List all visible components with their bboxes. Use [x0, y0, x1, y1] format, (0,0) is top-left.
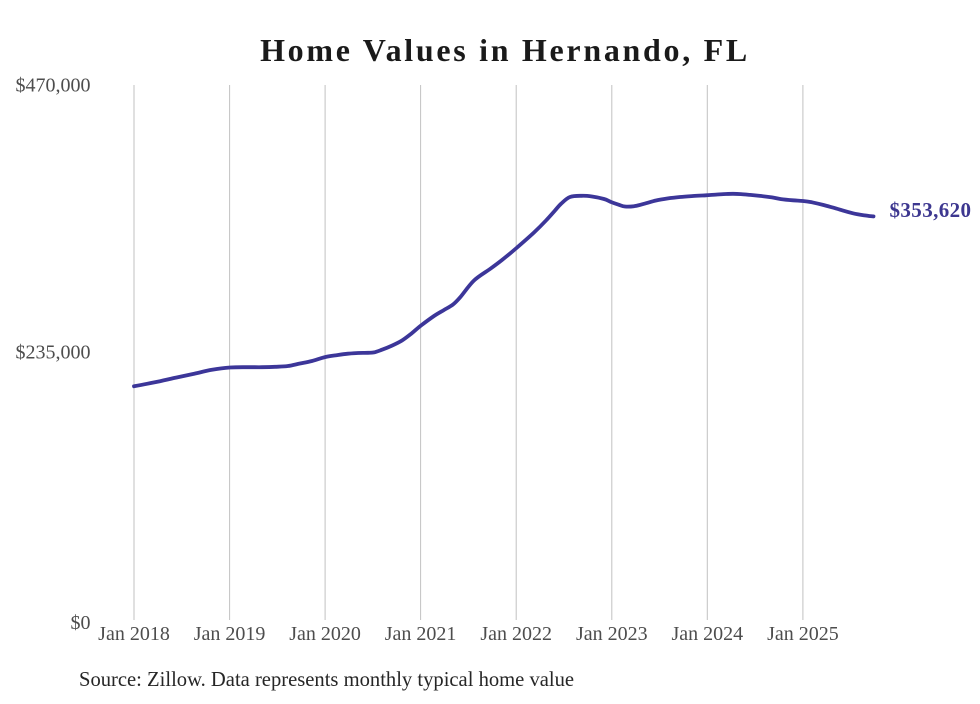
svg-text:$353,620: $353,620: [890, 198, 972, 222]
svg-text:$235,000: $235,000: [16, 342, 91, 364]
svg-text:Jan 2023: Jan 2023: [576, 623, 648, 645]
svg-text:Jan 2021: Jan 2021: [385, 623, 457, 645]
svg-text:Jan 2025: Jan 2025: [767, 623, 839, 645]
svg-text:Jan 2020: Jan 2020: [289, 623, 361, 645]
svg-text:Jan 2022: Jan 2022: [480, 623, 552, 645]
svg-text:$470,000: $470,000: [16, 75, 91, 97]
svg-text:Source: Zillow. Data represent: Source: Zillow. Data represents monthly …: [79, 669, 574, 691]
svg-text:Jan 2018: Jan 2018: [98, 623, 170, 645]
svg-text:$0: $0: [71, 612, 91, 634]
svg-text:Jan 2019: Jan 2019: [194, 623, 266, 645]
svg-text:Jan 2024: Jan 2024: [671, 623, 743, 645]
svg-text:Home Values in Hernando, FL: Home Values in Hernando, FL: [260, 32, 750, 68]
